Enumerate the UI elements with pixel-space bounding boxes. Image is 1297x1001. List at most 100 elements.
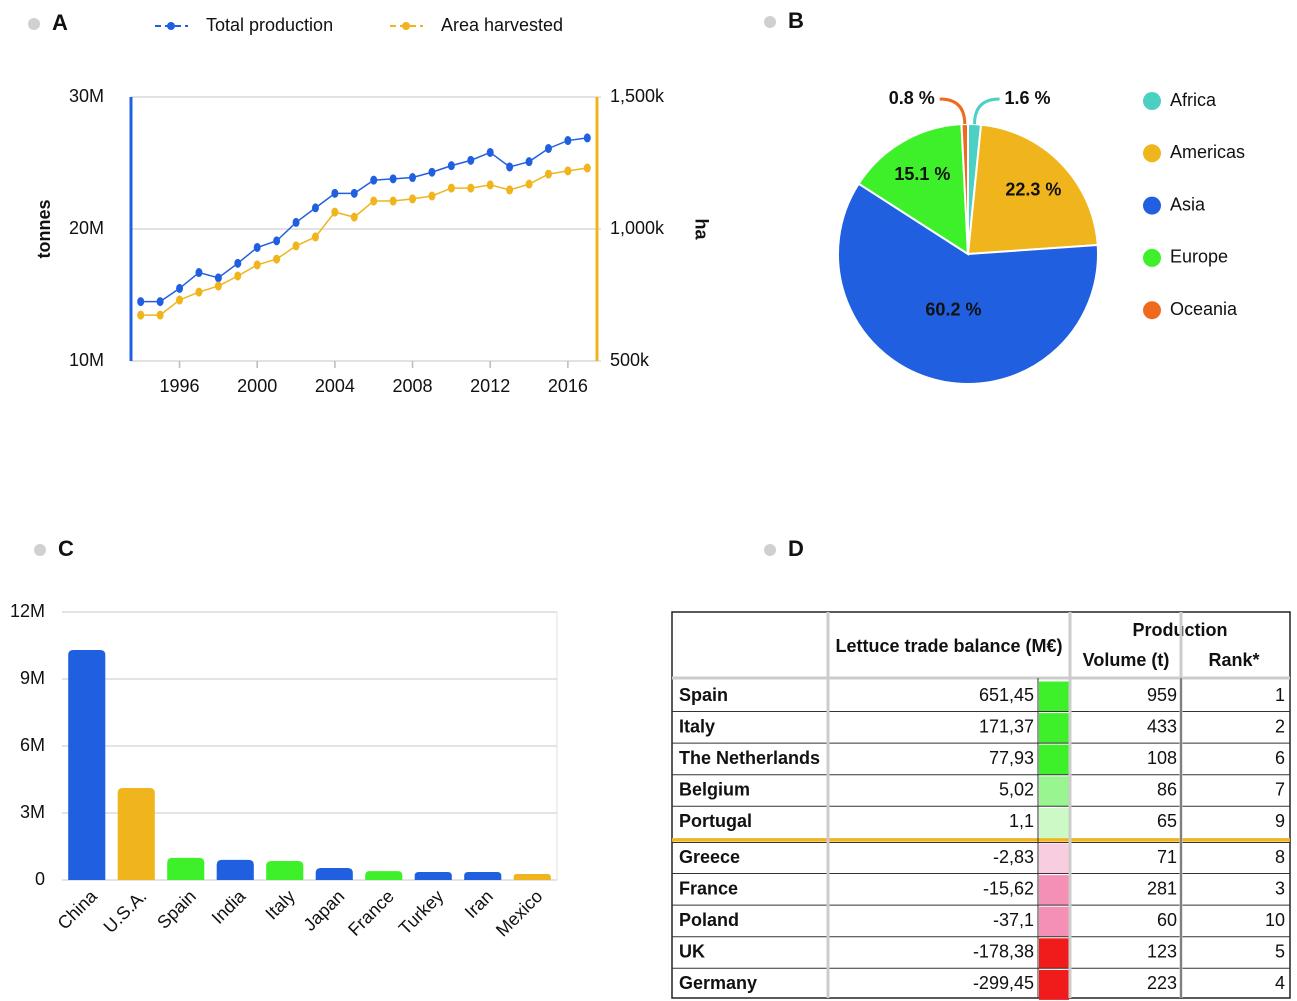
series-line — [140, 137, 588, 303]
cell: -178,38 — [973, 942, 1034, 962]
table-border — [671, 611, 1291, 999]
series-point — [331, 207, 339, 217]
cell: 433 — [1147, 716, 1177, 736]
series-point — [486, 147, 494, 157]
series-point — [389, 174, 397, 184]
balance-swatch — [1039, 744, 1069, 775]
bar — [414, 871, 452, 880]
cell: 5 — [1275, 942, 1285, 962]
bar — [167, 857, 205, 880]
balance-swatch — [1039, 906, 1069, 937]
series-point — [447, 161, 455, 171]
cell: 86 — [1157, 780, 1177, 800]
panel-dot — [764, 544, 776, 556]
x-tick-label: 2004 — [315, 376, 355, 396]
x-tick-label: 2016 — [548, 376, 588, 396]
cell: 959 — [1147, 685, 1177, 705]
panel-dot — [34, 544, 46, 556]
cell: 6 — [1275, 748, 1285, 768]
series-point — [428, 191, 436, 201]
x-tick-label: 2000 — [237, 376, 277, 396]
series-point — [311, 203, 319, 213]
balance-swatch — [1039, 875, 1069, 906]
x-tick-label: 2012 — [470, 376, 510, 396]
row-label: France — [679, 878, 738, 898]
y2-axis-title: ha — [691, 218, 711, 240]
series-point — [253, 242, 261, 252]
column-header: Rank* — [1208, 650, 1259, 670]
x-tick-label: China — [54, 885, 102, 933]
balance-swatch — [1039, 713, 1069, 744]
series-point — [292, 217, 300, 227]
cell: 65 — [1157, 811, 1177, 831]
series-point — [350, 212, 358, 222]
legend-marker — [402, 22, 410, 30]
series-point — [195, 287, 203, 297]
panel-label: A — [52, 10, 68, 35]
series-point — [311, 232, 319, 242]
legend-label: Africa — [1170, 90, 1217, 110]
legend-marker — [1143, 196, 1161, 215]
series-point — [214, 273, 222, 283]
series-point — [467, 183, 475, 193]
cell: 7 — [1275, 780, 1285, 800]
slice-connector — [973, 97, 1000, 125]
panel-label: B — [788, 8, 804, 33]
series-point — [467, 155, 475, 165]
panel-dot — [28, 18, 40, 30]
series-point — [331, 188, 339, 198]
series-point — [389, 196, 397, 206]
row-label: Portugal — [679, 811, 752, 831]
cell: 123 — [1147, 942, 1177, 962]
slice-label: 0.8 % — [889, 88, 935, 108]
y-tick-label: 6M — [20, 735, 45, 755]
x-tick-label: Mexico — [492, 886, 546, 940]
cell: 60 — [1157, 910, 1177, 930]
series-point — [583, 163, 591, 173]
y-tick-label: 20M — [69, 218, 104, 238]
row-label: Greece — [679, 847, 740, 867]
bar — [216, 859, 254, 880]
series-point — [176, 295, 184, 305]
slice-connector — [939, 97, 967, 125]
cell: 10 — [1265, 910, 1285, 930]
series-point — [506, 185, 514, 195]
x-tick-label: Spain — [153, 886, 200, 933]
balance-swatch — [1039, 843, 1069, 874]
balance-swatch — [1039, 969, 1069, 1000]
balance-swatch — [1039, 776, 1069, 807]
series-point — [137, 310, 145, 320]
legend-marker — [1143, 248, 1161, 267]
series-point — [544, 143, 552, 153]
cell: 651,45 — [979, 685, 1034, 705]
series-point — [195, 268, 203, 278]
legend-label: Oceania — [1170, 299, 1238, 319]
series-point — [156, 310, 164, 320]
panel-dot — [764, 16, 776, 28]
bar — [464, 871, 502, 880]
cell: 1,1 — [1009, 811, 1034, 831]
series-line — [140, 167, 588, 316]
x-tick-label: Italy — [261, 886, 298, 923]
legend-label: Europe — [1170, 247, 1228, 267]
series-point — [486, 180, 494, 190]
column-header: Volume (t) — [1083, 650, 1170, 670]
x-tick-label: Iran — [461, 886, 497, 922]
cell: -2,83 — [993, 847, 1034, 867]
pie-slice — [857, 123, 970, 256]
cell: 171,37 — [979, 716, 1034, 736]
legend-label: Asia — [1170, 194, 1206, 214]
panel-label: D — [788, 536, 804, 561]
column-header: Lettuce trade balance (M€) — [835, 636, 1062, 656]
cell: 3 — [1275, 878, 1285, 898]
cell: 281 — [1147, 878, 1177, 898]
cell: 5,02 — [999, 780, 1034, 800]
series-point — [273, 236, 281, 246]
row-label: The Netherlands — [679, 748, 820, 768]
pie-slice — [837, 182, 1099, 385]
y2-tick-label: 500k — [610, 350, 650, 370]
series-point — [370, 196, 378, 206]
row-label: Germany — [679, 973, 757, 993]
cell: 8 — [1275, 847, 1285, 867]
